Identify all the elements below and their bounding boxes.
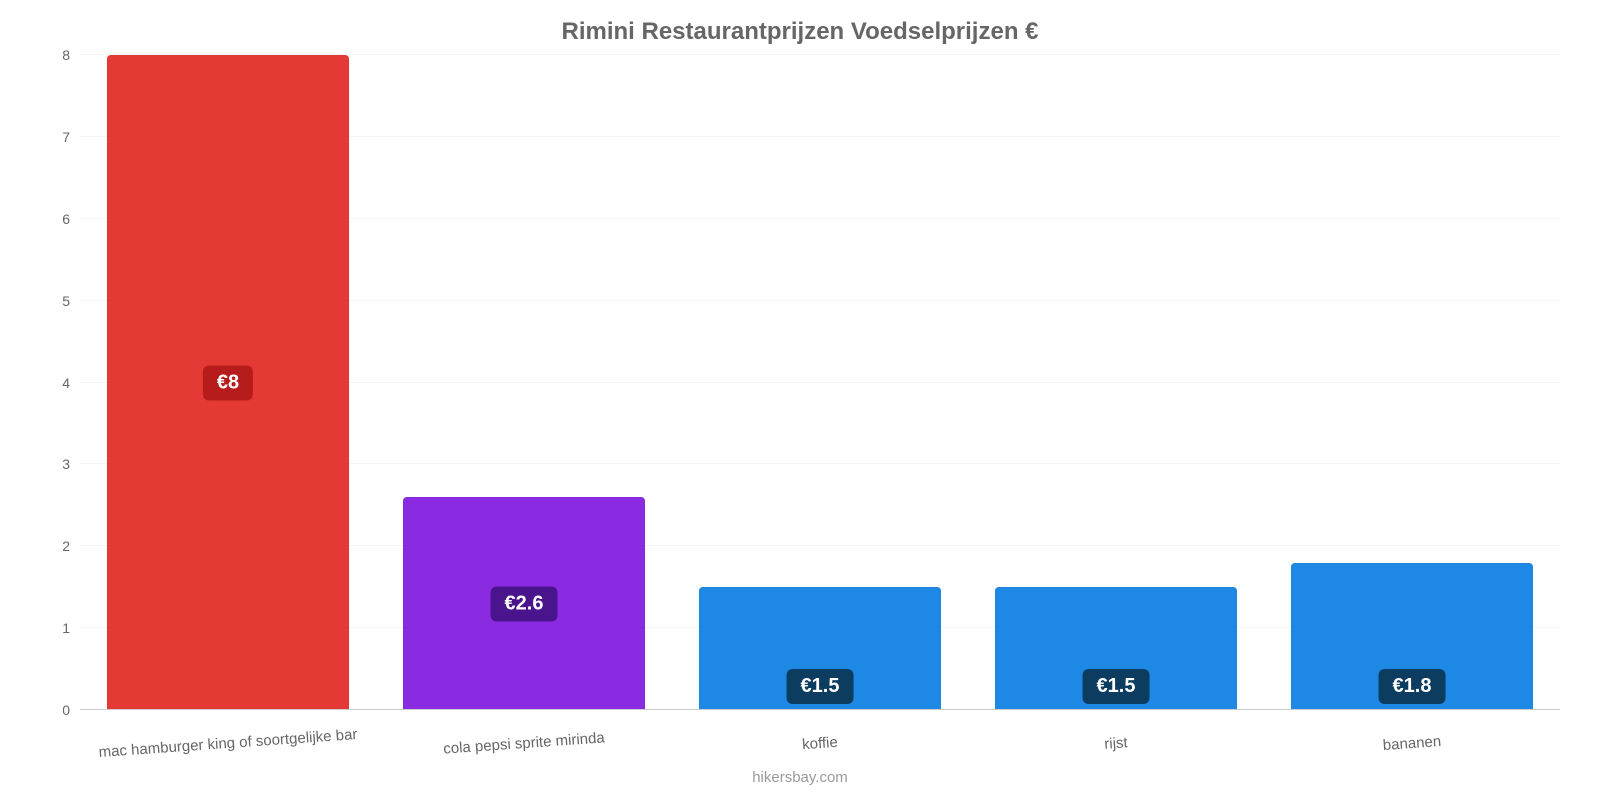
x-axis-labels: mac hamburger king of soortgelijke barco… <box>80 735 1560 752</box>
chart-container: Rimini Restaurantprijzen Voedselprijzen … <box>0 0 1600 800</box>
bar: €2.6 <box>403 497 646 710</box>
y-tick-label: 0 <box>62 702 80 718</box>
y-tick-label: 8 <box>62 47 80 63</box>
bar-value-label: €8 <box>203 365 253 400</box>
bar-slot: €1.8 <box>1264 55 1560 710</box>
y-tick-label: 1 <box>62 620 80 636</box>
x-axis-label: cola pepsi sprite mirinda <box>376 725 672 763</box>
y-tick-label: 2 <box>62 538 80 554</box>
y-tick-label: 7 <box>62 129 80 145</box>
bars-group: €8 €2.6 €1.5 €1.5 €1.8 <box>80 55 1560 710</box>
bar: €1.8 <box>1291 563 1534 710</box>
bar: €1.5 <box>699 587 942 710</box>
attribution-text: hikersbay.com <box>0 769 1600 786</box>
plot-area: 012345678 €8€2.6€1.5€1.5€1.8 <box>80 55 1560 710</box>
bar: €1.5 <box>995 587 1238 710</box>
y-tick-label: 6 <box>62 211 80 227</box>
x-axis-baseline <box>80 709 1560 710</box>
x-axis-label: rijst <box>968 725 1264 763</box>
y-tick-label: 3 <box>62 456 80 472</box>
y-tick-label: 5 <box>62 293 80 309</box>
bar-value-label: €1.8 <box>1379 669 1446 704</box>
y-tick-label: 4 <box>62 375 80 391</box>
bar-value-label: €1.5 <box>787 669 854 704</box>
x-axis-label: mac hamburger king of soortgelijke bar <box>80 725 376 763</box>
bar: €8 <box>107 55 350 710</box>
bar-slot: €1.5 <box>672 55 968 710</box>
bar-value-label: €1.5 <box>1083 669 1150 704</box>
bar-value-label: €2.6 <box>491 586 558 621</box>
chart-title: Rimini Restaurantprijzen Voedselprijzen … <box>0 18 1600 46</box>
bar-slot: €1.5 <box>968 55 1264 710</box>
x-axis-label: bananen <box>1264 725 1560 763</box>
bar-slot: €2.6 <box>376 55 672 710</box>
x-axis-label: koffie <box>672 725 968 763</box>
bar-slot: €8 <box>80 55 376 710</box>
